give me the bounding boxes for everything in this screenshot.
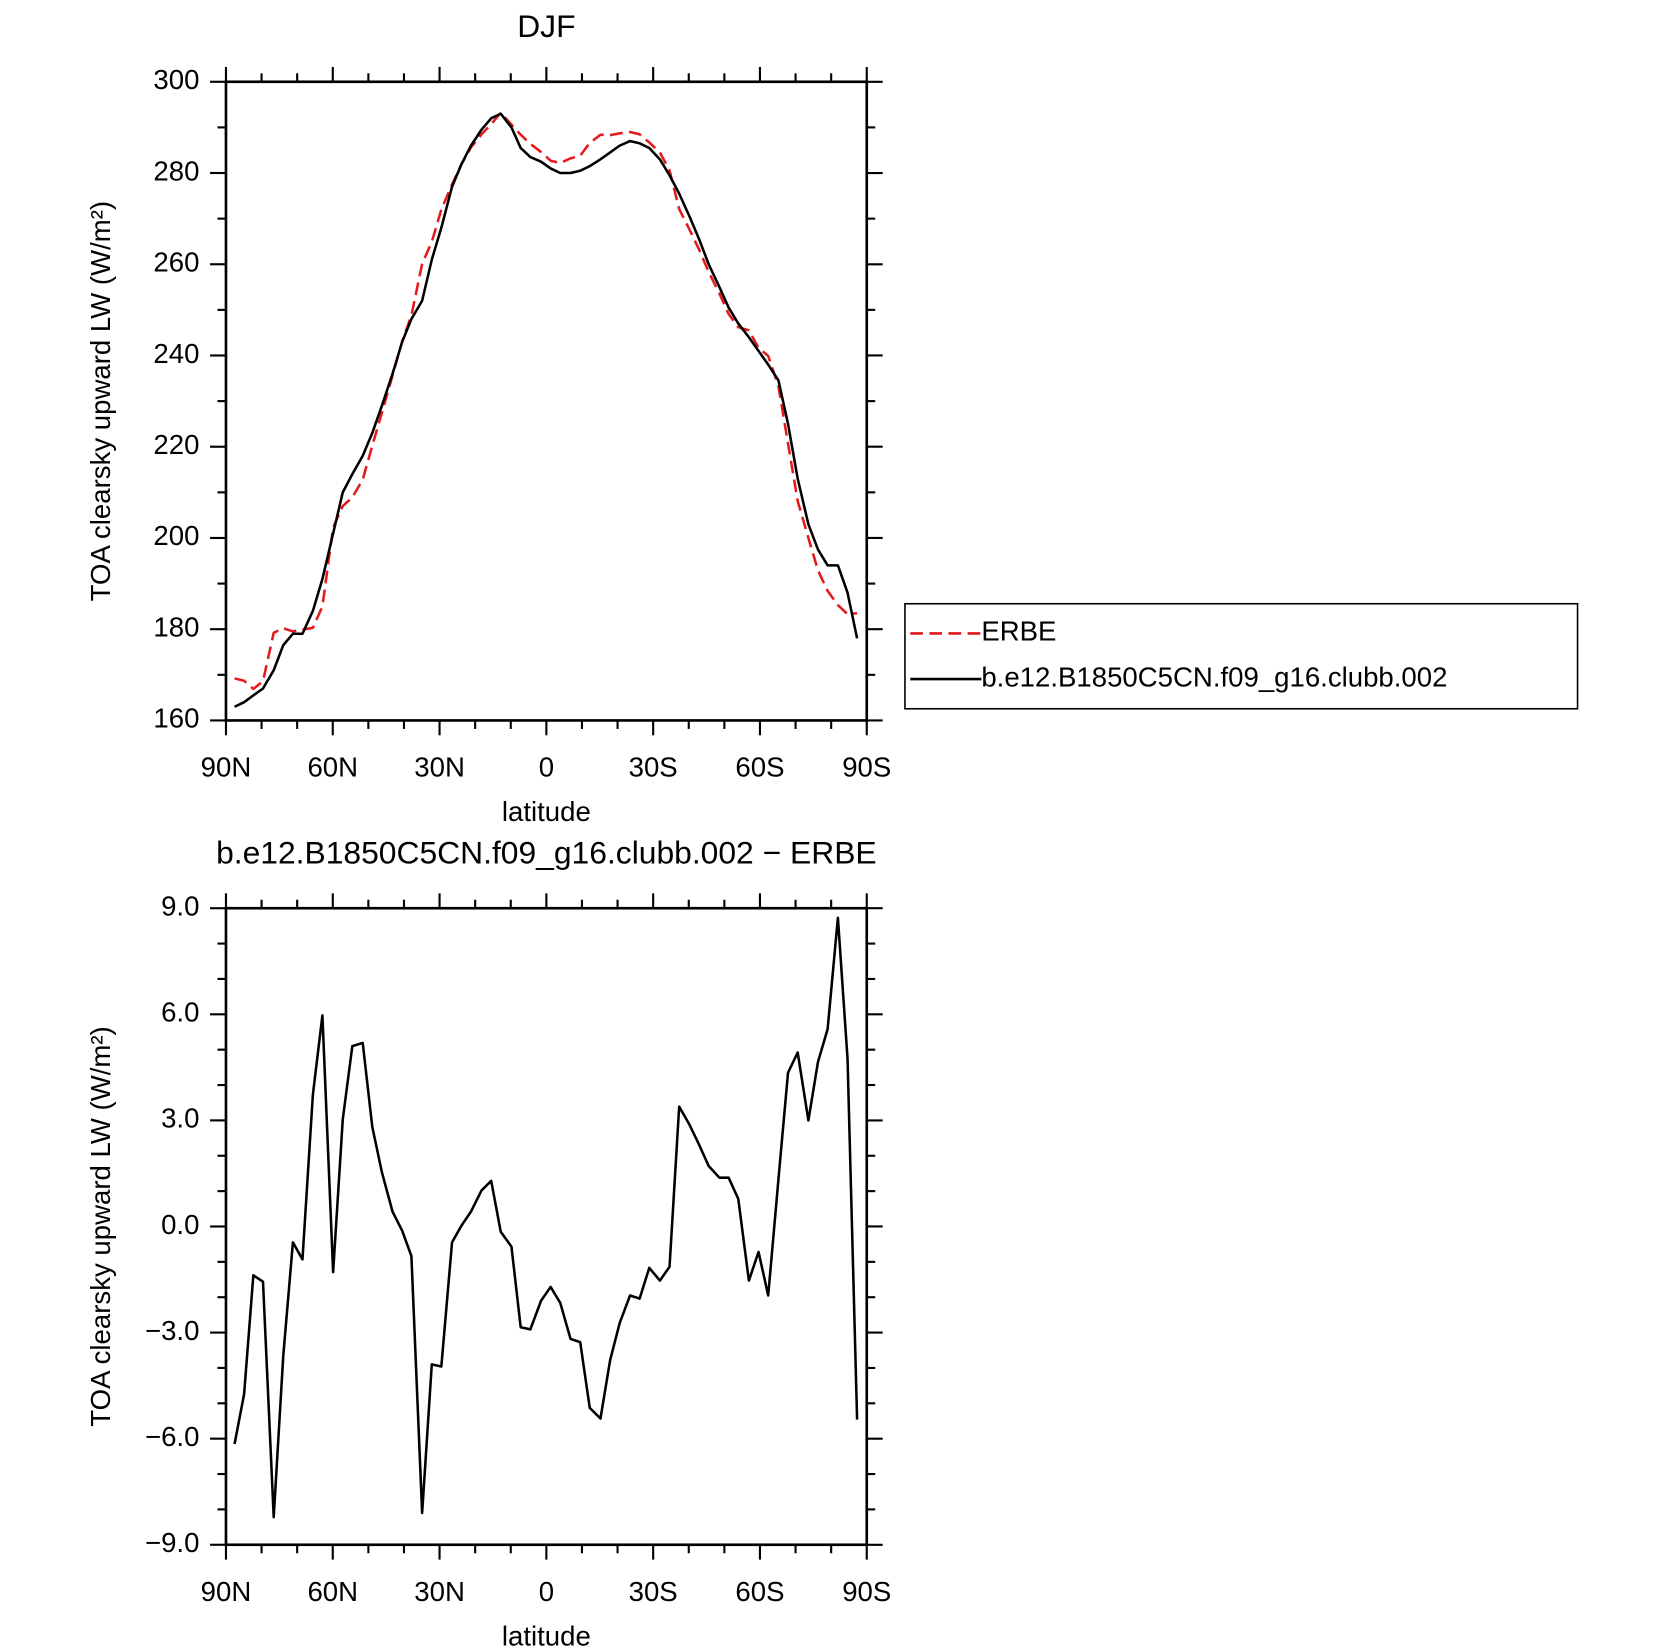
y-tick-label: 300 — [153, 64, 199, 95]
y-tick-label: 0.0 — [161, 1209, 199, 1240]
y-tick-label: 260 — [153, 247, 199, 278]
x-tick-label: 30N — [414, 1576, 465, 1607]
x-tick-label: 0 — [539, 752, 554, 783]
x-tick-label: 60S — [735, 752, 784, 783]
x-axis-label: latitude — [502, 1620, 591, 1651]
y-tick-label: 200 — [153, 520, 199, 551]
y-tick-label: −3.0 — [145, 1315, 199, 1346]
data-line — [234, 112, 859, 708]
x-tick-label: 90N — [201, 1576, 252, 1607]
legend-box — [904, 602, 1579, 710]
data-line — [234, 111, 858, 691]
x-axis-label: latitude — [502, 796, 591, 827]
y-tick-label: −9.0 — [145, 1527, 199, 1558]
y-tick-label: 180 — [153, 611, 199, 642]
x-tick-label: 30N — [414, 752, 465, 783]
data-line — [233, 916, 859, 1519]
y-tick-label: 220 — [153, 429, 199, 460]
plot-frame — [224, 906, 869, 1547]
plot-frame — [224, 80, 869, 722]
y-tick-label: 160 — [153, 703, 199, 734]
y-tick-label: 240 — [153, 338, 199, 369]
y-tick-label: 280 — [153, 155, 199, 186]
x-tick-label: 30S — [629, 1576, 678, 1607]
chart-title: b.e12.B1850C5CN.f09_g16.clubb.002 − ERBE — [216, 835, 877, 871]
y-tick-label: 3.0 — [161, 1103, 199, 1134]
legend-label: ERBE — [981, 616, 1056, 647]
x-tick-label: 90S — [842, 1576, 891, 1607]
y-axis-label: TOA clearsky upward LW (W/m²) — [85, 201, 116, 601]
y-tick-label: 6.0 — [161, 997, 199, 1028]
x-tick-label: 0 — [539, 1576, 554, 1607]
legend-label: b.e12.B1850C5CN.f09_g16.clubb.002 — [981, 661, 1447, 692]
x-tick-label: 90S — [842, 752, 891, 783]
x-tick-label: 90N — [201, 752, 252, 783]
x-tick-label: 30S — [629, 752, 678, 783]
y-tick-label: 9.0 — [161, 891, 199, 922]
y-axis-label: TOA clearsky upward LW (W/m²) — [85, 1026, 116, 1426]
chart-title: DJF — [517, 8, 575, 44]
x-tick-label: 60S — [735, 1576, 784, 1607]
x-tick-label: 60N — [307, 1576, 358, 1607]
x-tick-label: 60N — [307, 752, 358, 783]
y-tick-label: −6.0 — [145, 1421, 199, 1452]
